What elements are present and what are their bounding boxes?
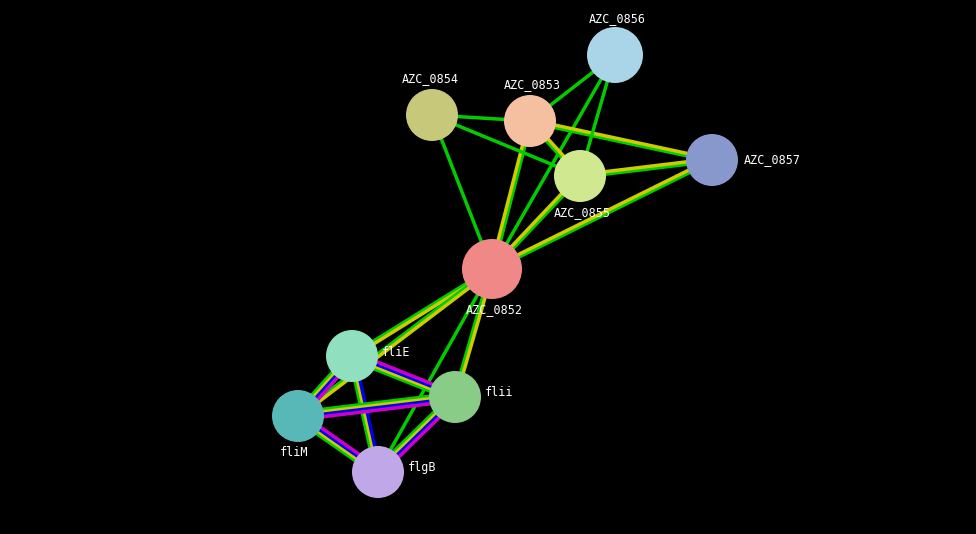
Text: AZC_0857: AZC_0857 (744, 153, 801, 167)
Circle shape (504, 95, 556, 147)
Circle shape (686, 134, 738, 186)
Circle shape (462, 239, 522, 299)
Circle shape (272, 390, 324, 442)
Circle shape (554, 150, 606, 202)
Circle shape (326, 330, 378, 382)
Text: flii: flii (485, 387, 513, 399)
Text: AZC_0855: AZC_0855 (553, 206, 611, 219)
Text: fliM: fliM (280, 446, 308, 459)
Circle shape (429, 371, 481, 423)
Text: AZC_0852: AZC_0852 (466, 303, 522, 316)
Text: AZC_0853: AZC_0853 (504, 78, 560, 91)
Text: AZC_0856: AZC_0856 (589, 12, 645, 25)
Text: fliE: fliE (382, 345, 411, 358)
Circle shape (406, 89, 458, 141)
Circle shape (587, 27, 643, 83)
Text: AZC_0854: AZC_0854 (401, 72, 459, 85)
Text: flgB: flgB (408, 461, 436, 475)
Circle shape (352, 446, 404, 498)
